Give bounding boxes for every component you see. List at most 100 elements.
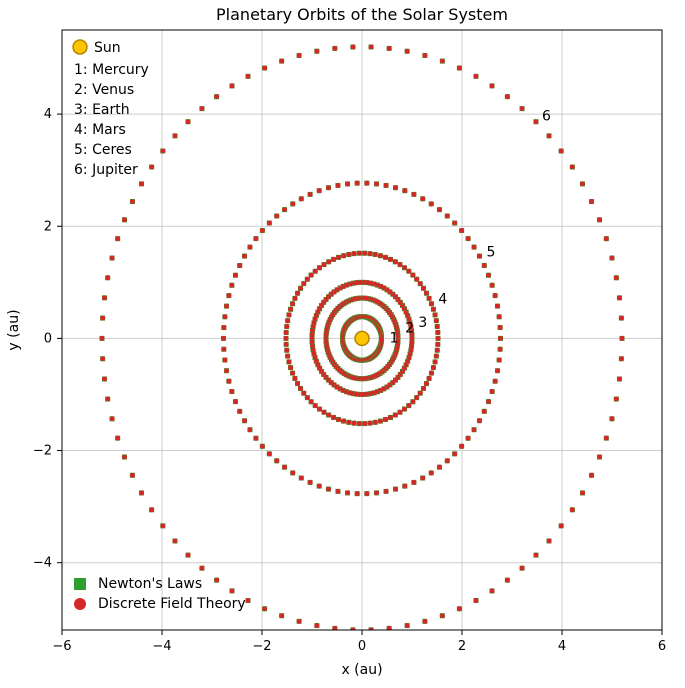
orbit-point-discrete [102, 295, 107, 300]
orbit-point-discrete [284, 342, 289, 347]
orbit-point-discrete [466, 436, 471, 441]
orbit-point-discrete [285, 318, 290, 323]
orbit-point-discrete [429, 301, 434, 306]
orbit-point-discrete [429, 371, 434, 376]
orbit-point-discrete [435, 330, 440, 335]
orbit-point-discrete [614, 397, 619, 402]
orbit-point-discrete [457, 606, 462, 611]
orbit-point-discrete [609, 416, 614, 421]
orbit-point-discrete [421, 286, 426, 291]
orbit-point-discrete [352, 251, 357, 256]
orbit-point-discrete [285, 354, 290, 359]
orbit-point-discrete [398, 410, 403, 415]
orbit-point-discrete [224, 304, 229, 309]
orbit-point-discrete [122, 217, 127, 222]
orbit-point-discrete [393, 185, 398, 190]
orbit-point-discrete [102, 376, 107, 381]
orbit-point-discrete [326, 413, 331, 418]
orbit-point-discrete [282, 207, 287, 212]
orbit-point-discrete [547, 133, 552, 138]
orbit-point-discrete [421, 386, 426, 391]
orbit-point-discrete [288, 307, 293, 312]
orbit-point-discrete [433, 312, 438, 317]
orbit-point-discrete [472, 427, 477, 432]
orbit-point-discrete [619, 316, 624, 321]
orbit-point-discrete [435, 348, 440, 353]
orbit-point-discrete [495, 368, 500, 373]
orbit-point-discrete [604, 236, 609, 241]
orbit-point-discrete [459, 228, 464, 233]
orbit-point-discrete [559, 523, 564, 528]
orbit-point-discrete [490, 83, 495, 88]
orbit-point-discrete [497, 314, 502, 319]
orbit-point-discrete [490, 588, 495, 593]
orbit-point-discrete [335, 489, 340, 494]
orbit-point-discrete [486, 273, 491, 278]
orbit-point-discrete [364, 491, 369, 496]
orbit-point-discrete [355, 491, 360, 496]
x-axis-label: x (au) [341, 662, 382, 678]
orbit-point-discrete [160, 523, 165, 528]
orbit-point-discrete [317, 265, 322, 270]
orbit-point-discrete [260, 228, 265, 233]
orbit-point-discrete [383, 255, 388, 260]
orbit-point-discrete [357, 251, 362, 256]
orbit-point-discrete [393, 259, 398, 264]
orbit-point-discrete [383, 417, 388, 422]
xtick-label: 6 [658, 639, 666, 654]
orbit-point-discrete [589, 199, 594, 204]
orbit-point-discrete [420, 196, 425, 201]
orbit-point-discrete [409, 340, 414, 345]
orbit-point-discrete [614, 275, 619, 280]
orbit-point-discrete [547, 538, 552, 543]
orbit-chart: Planetary Orbits of the Solar System1234… [0, 0, 685, 688]
chart-title: Planetary Orbits of the Solar System [216, 5, 508, 24]
orbit-point-discrete [305, 277, 310, 282]
orbit-point-discrete [388, 257, 393, 262]
orbit-point-discrete [139, 490, 144, 495]
orbit-point-discrete [105, 275, 110, 280]
orbit-point-discrete [533, 553, 538, 558]
orbit-point-discrete [233, 399, 238, 404]
orbit-point-discrete [597, 217, 602, 222]
orbit-point-discrete [411, 480, 416, 485]
orbit-point-discrete [346, 420, 351, 425]
orbit-point-discrete [362, 251, 367, 256]
orbit-point-discrete [405, 49, 410, 54]
orbit-point-discrete [297, 619, 302, 624]
ytick-label: −2 [33, 444, 52, 459]
orbit-point-discrete [331, 257, 336, 262]
orbit-point-discrete [221, 325, 226, 330]
orbit-point-discrete [373, 252, 378, 257]
orbit-point-discrete [418, 281, 423, 286]
orbit-point-discrete [429, 201, 434, 206]
orbit-point-discrete [402, 484, 407, 489]
orbit-point-discrete [331, 415, 336, 420]
orbit-point-discrete [411, 192, 416, 197]
orbit-point-discrete [199, 106, 204, 111]
orbit-point-discrete [440, 613, 445, 618]
orbit-point-discrete [445, 214, 450, 219]
orbit-point-discrete [473, 74, 478, 79]
orbit-point-discrete [420, 476, 425, 481]
orbit-point-discrete [341, 419, 346, 424]
orbit-point-discrete [279, 613, 284, 618]
orbit-point-discrete [253, 236, 258, 241]
orbit-point-discrete [313, 403, 318, 408]
orbit-point-discrete [429, 470, 434, 475]
legend-planet-item: 1: Mercury [74, 62, 149, 78]
orbit-point-discrete [427, 376, 432, 381]
orbit-point-discrete [122, 455, 127, 460]
orbit-point-discrete [424, 291, 429, 296]
orbit-point-discrete [221, 336, 226, 341]
orbit-point-discrete [520, 566, 525, 571]
orbit-point-discrete [100, 316, 105, 321]
orbit-point-discrete [186, 119, 191, 124]
orbit-label: 1 [390, 330, 399, 346]
orbit-point-discrete [130, 199, 135, 204]
orbit-point-discrete [619, 356, 624, 361]
orbit-point-discrete [452, 451, 457, 456]
orbit-label: 3 [418, 315, 427, 331]
orbit-point-discrete [490, 283, 495, 288]
orbit-point-discrete [314, 49, 319, 54]
